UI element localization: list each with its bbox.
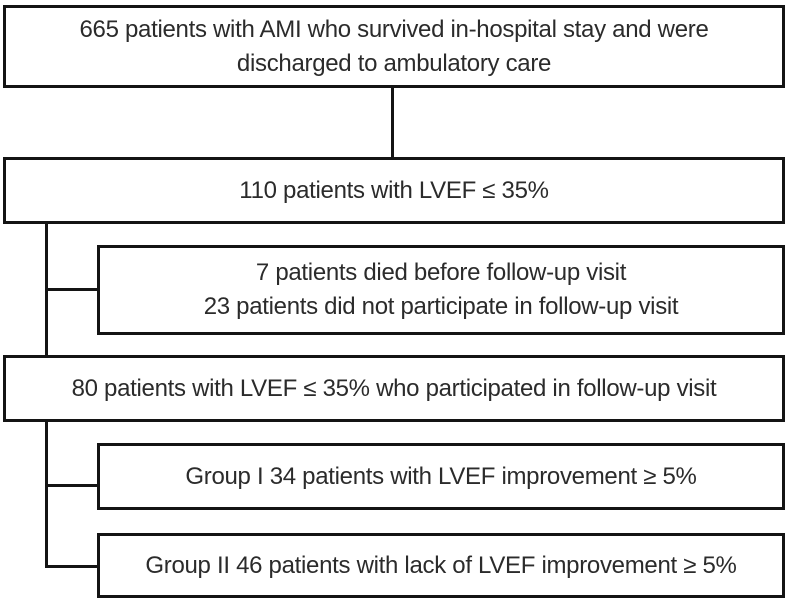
flow-box-text-line: 23 patients did not participate in follo… xyxy=(203,293,679,320)
flow-box-text-line: discharged to ambulatory care xyxy=(236,49,552,77)
flow-box-total-ami-patients: 665 patients with AMI who survived in-ho… xyxy=(3,5,785,88)
flow-box-text-line: 7 patients died before follow-up visit xyxy=(255,259,627,286)
flow-box-text-line: Group I 34 patients with LVEF improvemen… xyxy=(185,462,697,490)
connector-total-to-lvef xyxy=(391,86,394,157)
connector-stub-excluded xyxy=(46,288,97,291)
flow-box-text-line: Group II 46 patients with lack of LVEF i… xyxy=(145,551,737,579)
flow-box-text-line: 110 patients with LVEF ≤ 35% xyxy=(239,176,549,204)
connector-stub-group-1 xyxy=(46,484,97,487)
flow-box-group-2: Group II 46 patients with lack of LVEF i… xyxy=(97,533,785,598)
flow-box-excluded-patients: 7 patients died before follow-up visit 2… xyxy=(97,245,785,335)
flow-box-group-1: Group I 34 patients with LVEF improvemen… xyxy=(97,443,785,510)
flow-box-text-line: 80 patients with LVEF ≤ 35% who particip… xyxy=(71,374,717,402)
flow-box-followup-participants: 80 patients with LVEF ≤ 35% who particip… xyxy=(3,355,785,422)
connector-stub-group-2 xyxy=(46,565,97,568)
flow-box-text-line: 665 patients with AMI who survived in-ho… xyxy=(79,15,709,43)
flow-box-lvef-under-35: 110 patients with LVEF ≤ 35% xyxy=(3,157,785,224)
connector-followup-to-groups-rail xyxy=(45,420,48,568)
